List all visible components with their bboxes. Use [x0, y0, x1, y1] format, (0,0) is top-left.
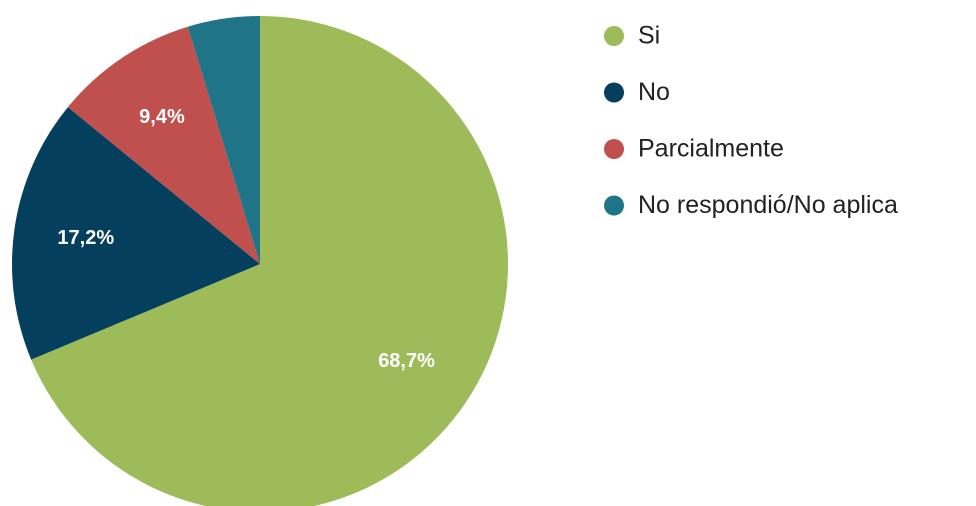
legend-label: Si — [638, 22, 660, 50]
legend-label: No — [638, 78, 670, 106]
pie-slice — [11, 107, 260, 360]
legend-marker — [604, 26, 624, 46]
pie-slice — [67, 26, 260, 264]
legend-label: No respondió/No aplica — [638, 191, 898, 219]
data-label: 17,2% — [57, 227, 114, 249]
data-label: 9,4% — [139, 106, 185, 128]
legend-marker — [604, 82, 624, 103]
legend-marker — [604, 195, 624, 216]
pie-slice — [187, 16, 260, 264]
pie-slice — [31, 16, 508, 506]
legend-label: Parcialmente — [638, 135, 784, 163]
legend-marker — [604, 139, 624, 159]
data-label: 68,7% — [378, 350, 435, 372]
